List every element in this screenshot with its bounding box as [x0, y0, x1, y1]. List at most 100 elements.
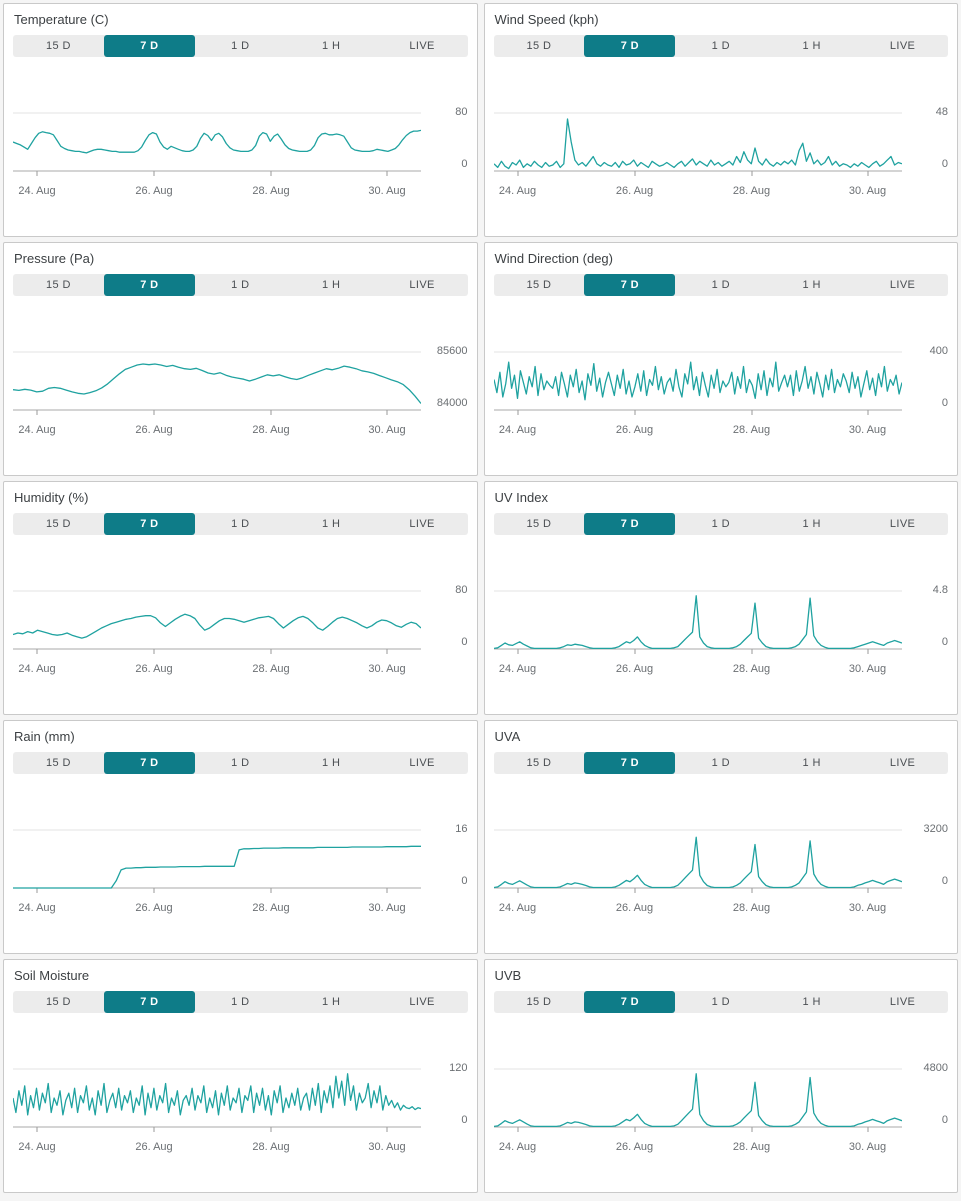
range-button-1h[interactable]: 1 H — [766, 274, 857, 296]
range-button-1h[interactable]: 1 H — [286, 513, 377, 535]
x-axis-tick-label: 24. Aug — [18, 424, 56, 436]
line-chart — [13, 829, 421, 893]
range-button-15d[interactable]: 15 D — [494, 274, 585, 296]
line-chart — [493, 829, 902, 893]
range-button-15d[interactable]: 15 D — [494, 35, 585, 57]
x-axis-tick-label: 30. Aug — [848, 902, 887, 914]
panel-title: UVA — [494, 729, 521, 744]
range-button-live[interactable]: LIVE — [377, 752, 468, 774]
range-button-7d[interactable]: 7 D — [584, 274, 676, 296]
range-button-7d[interactable]: 7 D — [103, 991, 195, 1013]
x-axis-tick-label: 28. Aug — [732, 663, 771, 675]
x-axis-tick-label: 28. Aug — [252, 1141, 290, 1153]
range-button-7d[interactable]: 7 D — [584, 991, 676, 1013]
range-button-1h[interactable]: 1 H — [766, 752, 857, 774]
range-button-1h[interactable]: 1 H — [766, 513, 857, 535]
x-axis-tick-label: 30. Aug — [848, 663, 887, 675]
range-button-1d[interactable]: 1 D — [195, 991, 286, 1013]
range-button-7d[interactable]: 7 D — [584, 752, 676, 774]
x-axis-tick-label: 28. Aug — [252, 902, 290, 914]
range-button-15d[interactable]: 15 D — [13, 752, 104, 774]
x-axis-tick-label: 24. Aug — [498, 1141, 537, 1153]
range-button-15d[interactable]: 15 D — [494, 752, 585, 774]
line-chart — [493, 351, 902, 415]
range-button-15d[interactable]: 15 D — [494, 513, 585, 535]
range-button-1d[interactable]: 1 D — [195, 513, 286, 535]
range-button-7d[interactable]: 7 D — [103, 513, 195, 535]
range-button-1d[interactable]: 1 D — [675, 513, 766, 535]
x-axis-tick-label: 26. Aug — [135, 424, 173, 436]
x-axis-tick-label: 26. Aug — [135, 1141, 173, 1153]
x-axis-labels: 24. Aug 26. Aug 28. Aug 30. Aug — [13, 902, 421, 918]
range-button-1d[interactable]: 1 D — [675, 35, 766, 57]
range-button-live[interactable]: LIVE — [857, 752, 948, 774]
range-button-1d[interactable]: 1 D — [675, 991, 766, 1013]
panel-title: Temperature (C) — [14, 12, 109, 27]
range-button-live[interactable]: LIVE — [857, 274, 948, 296]
y-axis-min-label: 0 — [461, 158, 468, 170]
line-chart — [493, 112, 902, 176]
range-button-1h[interactable]: 1 H — [286, 274, 377, 296]
range-button-7d[interactable]: 7 D — [103, 35, 195, 57]
range-button-15d[interactable]: 15 D — [13, 35, 104, 57]
range-button-1d[interactable]: 1 D — [195, 35, 286, 57]
range-button-1h[interactable]: 1 H — [286, 752, 377, 774]
chart-area: 48 0 24. Aug 26. Aug 28. Aug 30. Aug — [493, 63, 948, 228]
range-button-1d[interactable]: 1 D — [195, 752, 286, 774]
data-line — [13, 1073, 421, 1116]
y-axis-min-label: 84000 — [436, 397, 468, 409]
range-button-live[interactable]: LIVE — [857, 35, 948, 57]
range-button-7d[interactable]: 7 D — [103, 752, 195, 774]
range-button-15d[interactable]: 15 D — [13, 991, 104, 1013]
range-button-live[interactable]: LIVE — [377, 35, 468, 57]
y-axis-max-label: 4.8 — [932, 584, 948, 596]
y-axis-max-label: 80 — [455, 584, 468, 596]
range-button-15d[interactable]: 15 D — [13, 274, 104, 296]
panel-title: Wind Direction (deg) — [494, 251, 614, 266]
x-axis-tick-label: 30. Aug — [368, 663, 406, 675]
chart-area: 400 0 24. Aug 26. Aug 28. Aug 30. Aug — [493, 302, 948, 467]
range-button-live[interactable]: LIVE — [377, 513, 468, 535]
x-axis-tick-label: 30. Aug — [848, 1141, 887, 1153]
range-button-1d[interactable]: 1 D — [675, 752, 766, 774]
range-button-1h[interactable]: 1 H — [766, 991, 857, 1013]
range-button-1h[interactable]: 1 H — [286, 991, 377, 1013]
range-button-7d[interactable]: 7 D — [103, 274, 195, 296]
x-axis-tick-label: 30. Aug — [368, 902, 406, 914]
x-axis-tick-label: 28. Aug — [252, 663, 290, 675]
range-button-live[interactable]: LIVE — [857, 991, 948, 1013]
x-axis-labels: 24. Aug 26. Aug 28. Aug 30. Aug — [494, 424, 902, 440]
x-axis-tick-label: 24. Aug — [498, 185, 537, 197]
range-button-1d[interactable]: 1 D — [195, 274, 286, 296]
range-button-live[interactable]: LIVE — [377, 274, 468, 296]
range-button-15d[interactable]: 15 D — [13, 513, 104, 535]
range-button-live[interactable]: LIVE — [857, 513, 948, 535]
x-axis-tick-label: 28. Aug — [732, 902, 771, 914]
chart-area: 120 0 24. Aug 26. Aug 28. Aug 30. Aug — [13, 1019, 468, 1184]
range-button-1d[interactable]: 1 D — [675, 274, 766, 296]
range-button-live[interactable]: LIVE — [377, 991, 468, 1013]
range-button-7d[interactable]: 7 D — [584, 513, 676, 535]
range-button-7d[interactable]: 7 D — [584, 35, 676, 57]
data-line — [493, 595, 902, 650]
range-button-15d[interactable]: 15 D — [494, 991, 585, 1013]
line-chart — [13, 351, 421, 415]
data-line — [13, 363, 421, 404]
range-button-1h[interactable]: 1 H — [766, 35, 857, 57]
range-button-1h[interactable]: 1 H — [286, 35, 377, 57]
data-line — [493, 836, 902, 889]
x-axis-tick-label: 24. Aug — [18, 1141, 56, 1153]
x-axis-tick-label: 30. Aug — [368, 1141, 406, 1153]
y-axis-min-label: 0 — [941, 636, 948, 648]
y-axis-min-label: 0 — [941, 397, 948, 409]
panel-title: UVB — [494, 968, 522, 983]
x-axis-tick-label: 28. Aug — [732, 424, 771, 436]
x-axis-tick-label: 28. Aug — [252, 424, 290, 436]
x-axis-tick-label: 30. Aug — [368, 424, 406, 436]
